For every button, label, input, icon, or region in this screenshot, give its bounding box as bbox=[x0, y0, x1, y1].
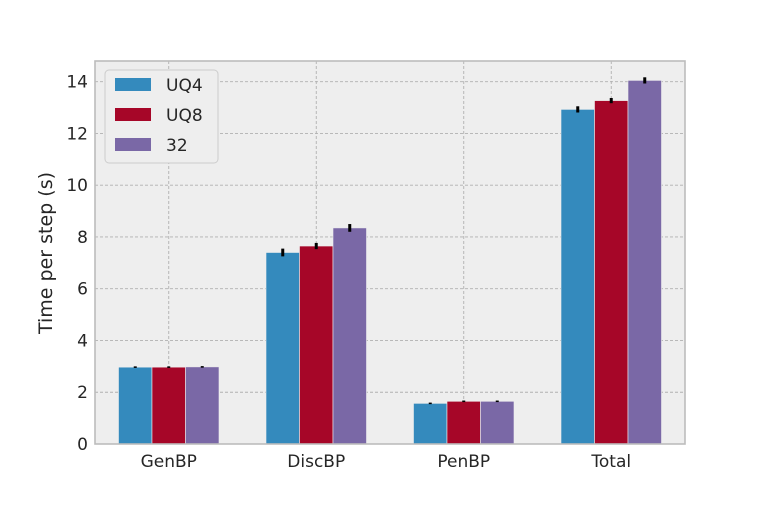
legend-label-32: 32 bbox=[166, 136, 188, 156]
y-tick-label: 8 bbox=[77, 228, 88, 248]
legend-label-uq8: UQ8 bbox=[166, 106, 203, 126]
bars bbox=[118, 80, 662, 445]
y-tick-label: 10 bbox=[66, 176, 88, 196]
bar-32-penbp bbox=[480, 401, 515, 445]
bar-uq8-total bbox=[594, 100, 629, 445]
legend-swatch-uq4 bbox=[115, 78, 151, 91]
x-tick-label-total: Total bbox=[590, 452, 631, 472]
y-tick-label: 4 bbox=[77, 331, 88, 351]
error-bars bbox=[133, 77, 647, 405]
y-tick-label: 6 bbox=[77, 280, 88, 300]
legend-label-uq4: UQ4 bbox=[166, 76, 203, 96]
x-tick-label-discbp: DiscBP bbox=[287, 452, 345, 472]
bar-uq4-penbp bbox=[413, 403, 448, 445]
y-tick-labels: 0 2 4 6 8 10 12 14 bbox=[66, 73, 88, 455]
x-tick-label-penbp: PenBP bbox=[437, 452, 490, 472]
y-tick-label: 14 bbox=[66, 73, 88, 93]
y-tick-label: 2 bbox=[77, 383, 88, 403]
bar-uq4-discbp bbox=[265, 252, 300, 445]
legend: UQ4 UQ8 32 bbox=[104, 69, 219, 164]
bar-uq8-penbp bbox=[446, 401, 481, 445]
bar-uq8-genbp bbox=[151, 366, 186, 445]
y-tick-label: 12 bbox=[66, 124, 88, 144]
legend-swatch-uq8 bbox=[115, 108, 151, 121]
legend-swatch-32 bbox=[115, 138, 151, 151]
y-axis-label: Time per step (s) bbox=[35, 172, 57, 335]
x-tick-label-genbp: GenBP bbox=[141, 452, 197, 472]
bar-32-total bbox=[627, 80, 662, 445]
bar-32-genbp bbox=[185, 366, 220, 445]
bar-32-discbp bbox=[332, 227, 367, 445]
bar-uq8-discbp bbox=[299, 245, 334, 445]
y-tick-label: 0 bbox=[77, 435, 88, 455]
x-tick-labels: GenBP DiscBP PenBP Total bbox=[141, 452, 632, 472]
plot-frame bbox=[94, 60, 686, 445]
bar-uq4-total bbox=[560, 109, 595, 445]
bar-uq4-genbp bbox=[118, 366, 153, 445]
